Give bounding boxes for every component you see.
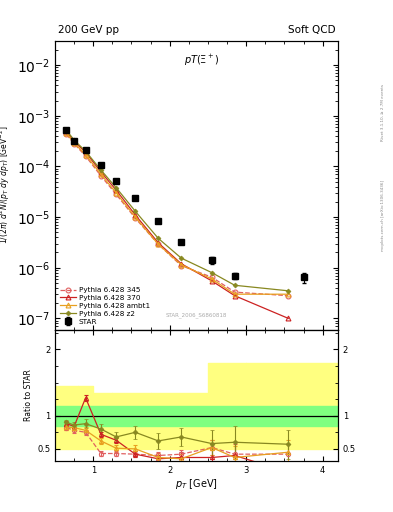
- Pythia 6.428 ambt1: [209, 276, 214, 282]
- Line: Pythia 6.428 370: Pythia 6.428 370: [64, 130, 291, 321]
- Line: Pythia 6.428 z2: Pythia 6.428 z2: [65, 129, 290, 292]
- Pythia 6.428 345: [99, 173, 103, 179]
- Text: mcplots.cern.ch [arXiv:1306.3436]: mcplots.cern.ch [arXiv:1306.3436]: [381, 180, 385, 250]
- Pythia 6.428 345: [133, 215, 138, 221]
- Pythia 6.428 z2: [114, 185, 119, 191]
- Pythia 6.428 345: [209, 274, 214, 280]
- Pythia 6.428 z2: [286, 288, 291, 294]
- Pythia 6.428 ambt1: [114, 190, 119, 196]
- Pythia 6.428 z2: [209, 269, 214, 275]
- Pythia 6.428 z2: [156, 236, 161, 242]
- Pythia 6.428 345: [64, 131, 69, 137]
- Pythia 6.428 z2: [179, 255, 184, 261]
- Pythia 6.428 370: [286, 315, 291, 322]
- Pythia 6.428 z2: [83, 148, 88, 154]
- Pythia 6.428 370: [99, 169, 103, 175]
- Pythia 6.428 345: [156, 241, 161, 247]
- Pythia 6.428 ambt1: [99, 171, 103, 177]
- Pythia 6.428 ambt1: [133, 214, 138, 220]
- Text: STAR_2006_S6860818: STAR_2006_S6860818: [166, 312, 227, 318]
- Pythia 6.428 z2: [232, 282, 237, 288]
- Pythia 6.428 345: [83, 153, 88, 159]
- Y-axis label: Ratio to STAR: Ratio to STAR: [24, 369, 33, 421]
- Y-axis label: $1/(2\pi)\ d^2N/(p_T\ dy\ dp_T)\ [\mathrm{GeV}^{-2}]$: $1/(2\pi)\ d^2N/(p_T\ dy\ dp_T)\ [\mathr…: [0, 126, 13, 244]
- Text: 200 GeV pp: 200 GeV pp: [58, 25, 119, 35]
- Pythia 6.428 370: [209, 278, 214, 284]
- Pythia 6.428 ambt1: [156, 241, 161, 247]
- Pythia 6.428 370: [114, 187, 119, 193]
- Pythia 6.428 370: [64, 129, 69, 135]
- Pythia 6.428 370: [133, 212, 138, 218]
- Pythia 6.428 345: [114, 191, 119, 198]
- Pythia 6.428 345: [72, 141, 77, 147]
- Pythia 6.428 ambt1: [64, 130, 69, 136]
- Pythia 6.428 345: [286, 293, 291, 299]
- Pythia 6.428 z2: [99, 167, 103, 173]
- Text: Rivet 3.1.10, ≥ 2.7M events: Rivet 3.1.10, ≥ 2.7M events: [381, 84, 385, 141]
- Pythia 6.428 z2: [72, 137, 77, 143]
- Pythia 6.428 ambt1: [286, 291, 291, 297]
- Pythia 6.428 370: [83, 149, 88, 155]
- Pythia 6.428 345: [179, 263, 184, 269]
- Legend: Pythia 6.428 345, Pythia 6.428 370, Pythia 6.428 ambt1, Pythia 6.428 z2, STAR: Pythia 6.428 345, Pythia 6.428 370, Pyth…: [57, 284, 153, 328]
- Pythia 6.428 ambt1: [179, 262, 184, 268]
- Pythia 6.428 ambt1: [72, 140, 77, 146]
- Pythia 6.428 z2: [133, 208, 138, 215]
- Text: Soft QCD: Soft QCD: [288, 25, 335, 35]
- Pythia 6.428 370: [179, 261, 184, 267]
- Pythia 6.428 370: [156, 240, 161, 246]
- X-axis label: $p_T\ [\mathrm{GeV}]$: $p_T\ [\mathrm{GeV}]$: [175, 477, 218, 492]
- Pythia 6.428 ambt1: [83, 152, 88, 158]
- Pythia 6.428 370: [72, 138, 77, 144]
- Pythia 6.428 370: [232, 293, 237, 299]
- Pythia 6.428 z2: [64, 127, 69, 133]
- Text: $pT(\Xi^+)$: $pT(\Xi^+)$: [184, 53, 220, 68]
- Line: Pythia 6.428 ambt1: Pythia 6.428 ambt1: [64, 131, 291, 296]
- Pythia 6.428 ambt1: [232, 291, 237, 297]
- Line: Pythia 6.428 345: Pythia 6.428 345: [64, 132, 291, 298]
- Pythia 6.428 345: [232, 289, 237, 295]
